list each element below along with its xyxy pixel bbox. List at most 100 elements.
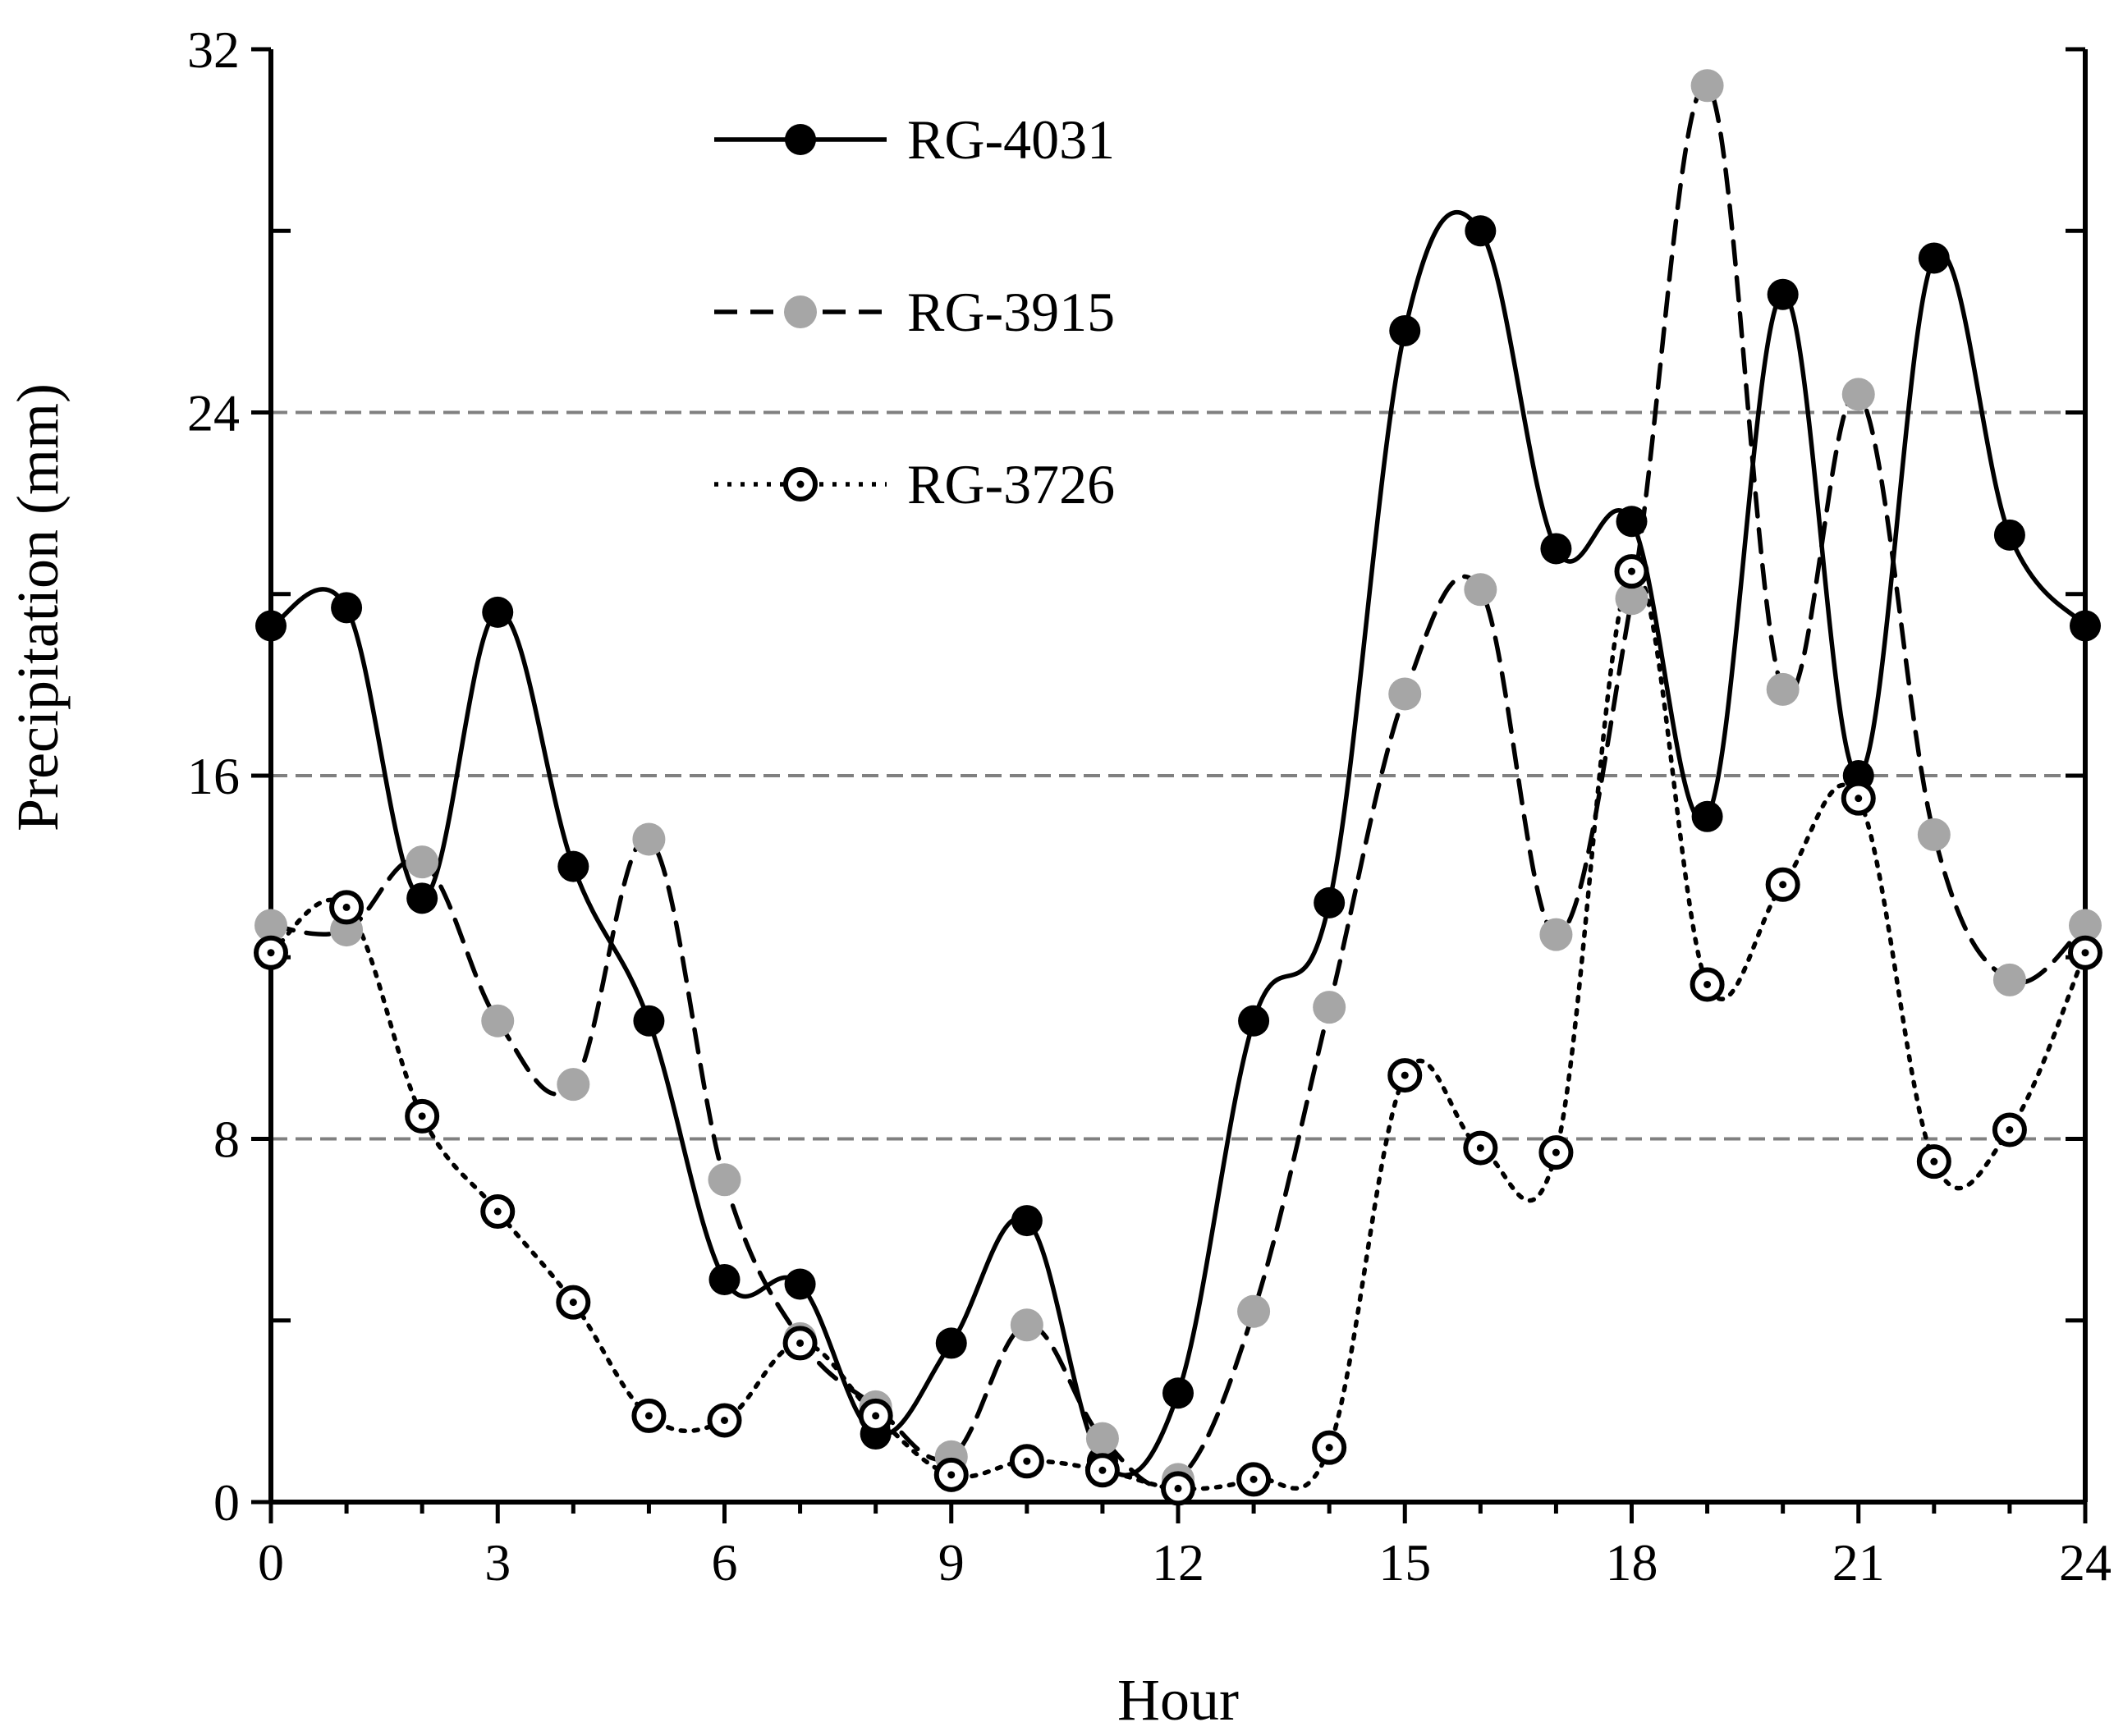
legend-entry: RG-3726 [714, 453, 1115, 515]
data-point [255, 610, 287, 642]
data-point [1766, 672, 1800, 706]
legend: RG-4031 RG-3915 RG-3726 [714, 108, 1115, 515]
open-circle-dot [1855, 795, 1863, 803]
data-point [1992, 1112, 2027, 1147]
data-point [1236, 1462, 1272, 1497]
data-point [1539, 918, 1573, 951]
data-point [254, 909, 287, 942]
series-line-RG-3915 [268, 83, 2088, 1489]
y-tick-label: 8 [213, 1111, 240, 1169]
legend-label: RG-3915 [907, 281, 1115, 343]
data-point [1388, 677, 1422, 711]
data-point [406, 882, 438, 914]
x-tick-label: 15 [1378, 1533, 1431, 1592]
open-circle-dot [796, 480, 805, 488]
legend-marker [784, 295, 817, 328]
data-point [784, 1268, 816, 1300]
data-point [1540, 533, 1572, 565]
x-tick-label: 18 [1606, 1533, 1658, 1592]
data-point [1463, 1130, 1498, 1166]
series-lines [268, 83, 2088, 1491]
x-tick-label: 12 [1152, 1533, 1204, 1592]
data-point [405, 1098, 440, 1134]
open-circle-dot [1476, 1144, 1484, 1152]
data-point [557, 850, 589, 882]
open-circle-dot [1779, 881, 1787, 889]
open-circle-dot [1249, 1475, 1258, 1483]
tick-labels: 0 8 16 24 32 0 3 6 9 12 15 18 21 24 [187, 21, 2112, 1592]
data-point [1314, 886, 1346, 918]
data-point [1387, 1058, 1423, 1093]
data-point [633, 1005, 665, 1037]
data-point [1011, 1205, 1043, 1237]
data-point [557, 1068, 590, 1102]
data-point [1084, 1453, 1120, 1488]
data-point [631, 1398, 667, 1433]
open-circle-dot [1401, 1071, 1409, 1079]
y-tick-label: 16 [187, 747, 240, 805]
data-point [1691, 800, 1723, 832]
data-point [1161, 1471, 1195, 1506]
legend-entry: RG-4031 [714, 108, 1115, 171]
open-circle-dot [947, 1471, 956, 1479]
legend-entry: RG-3915 [714, 281, 1115, 343]
open-circle-dot [1174, 1484, 1182, 1492]
data-point [1992, 963, 2026, 996]
data-markers [254, 69, 2102, 1506]
y-tick-label: 32 [187, 21, 240, 79]
data-point [254, 935, 288, 970]
data-point [632, 822, 666, 856]
data-point [933, 1457, 969, 1492]
data-point [1841, 781, 1876, 816]
series-line-RG-4031 [268, 209, 2088, 1477]
open-circle-dot [1325, 1444, 1333, 1452]
open-circle-dot [493, 1207, 502, 1216]
open-circle-dot [2006, 1125, 2014, 1134]
data-point [480, 1194, 516, 1229]
data-point [1690, 967, 1725, 1002]
x-tick-label: 6 [712, 1533, 738, 1592]
data-point [1538, 1135, 1574, 1170]
open-circle-dot [418, 1112, 426, 1120]
data-point [935, 1327, 967, 1359]
data-point [1010, 1308, 1043, 1342]
x-tick-label: 21 [1832, 1533, 1885, 1592]
open-circle-dot [267, 949, 275, 957]
x-axis-title: Hour [1117, 1667, 1239, 1733]
open-circle-dot [1930, 1157, 1938, 1166]
x-tick-label: 9 [938, 1533, 965, 1592]
data-point [858, 1398, 893, 1433]
data-point [707, 1403, 742, 1438]
open-circle-dot [1023, 1457, 1031, 1465]
data-point [1464, 573, 1497, 607]
data-point [1614, 554, 1649, 589]
open-circle-dot [1098, 1466, 1107, 1474]
open-circle-dot [644, 1412, 653, 1420]
data-point [1841, 378, 1875, 411]
data-point [1162, 1377, 1194, 1409]
data-point [1615, 582, 1648, 616]
series-line-RG-3726 [268, 567, 2088, 1491]
data-point [782, 1326, 818, 1361]
data-point [329, 890, 365, 925]
axes [251, 47, 2088, 1523]
data-point [481, 1004, 515, 1037]
data-point [1916, 1144, 1951, 1179]
open-circle-dot [1628, 567, 1635, 575]
data-point [331, 592, 363, 624]
data-point [482, 596, 514, 628]
y-tick-label: 24 [187, 384, 240, 442]
data-point [1993, 519, 2025, 551]
data-point [1085, 1422, 1119, 1455]
open-circle-dot [569, 1299, 577, 1307]
data-point [1009, 1444, 1044, 1479]
data-point [1237, 1294, 1271, 1328]
open-circle-dot [872, 1412, 880, 1420]
legend-label: RG-4031 [907, 108, 1115, 171]
x-tick-label: 3 [484, 1533, 511, 1592]
data-point [1312, 1430, 1347, 1465]
open-circle-dot [342, 903, 351, 911]
data-point [708, 1163, 741, 1197]
legend-marker [785, 124, 816, 155]
